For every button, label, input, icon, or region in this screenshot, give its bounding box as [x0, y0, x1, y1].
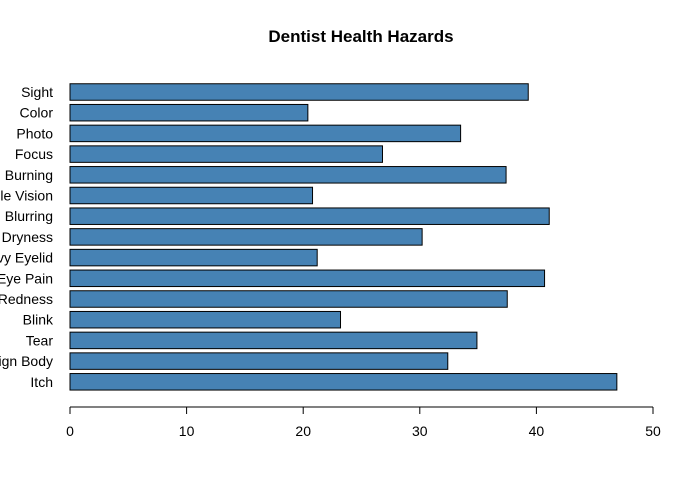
- bar-dryness: [69, 228, 423, 246]
- x-axis: 0 10 20 30 40 50: [66, 406, 661, 439]
- bar-foreign-body: [69, 352, 449, 370]
- bar-redness: [69, 290, 508, 308]
- bar-sight: [69, 83, 529, 101]
- category-label: Dryness: [2, 229, 53, 245]
- bar-burning: [69, 166, 507, 184]
- category-label: Color: [20, 105, 54, 121]
- bar-heavy-eyelid: [69, 248, 318, 267]
- category-label: Eye Pain: [0, 270, 53, 286]
- category-label: Itch: [30, 374, 53, 390]
- bar-itch: [69, 373, 618, 391]
- category-label: Burning: [5, 167, 53, 183]
- bar-eye-pain: [69, 269, 546, 288]
- bars-group: [69, 83, 618, 391]
- category-label: Sight: [21, 84, 53, 100]
- bar-blurring: [69, 207, 550, 225]
- bar-color: [69, 103, 309, 122]
- category-label: Blurring: [5, 208, 53, 224]
- category-label: ign Body: [0, 353, 53, 369]
- category-label: Photo: [16, 125, 53, 141]
- chart-title: Dentist Health Hazards: [268, 27, 453, 46]
- x-tick-label: 50: [645, 423, 661, 439]
- bar-blink: [69, 310, 342, 329]
- category-label: Redness: [0, 291, 53, 307]
- x-tick-label: 30: [412, 423, 428, 439]
- category-label: vy Eyelid: [0, 250, 53, 266]
- category-label: Tear: [26, 332, 54, 348]
- category-label: Blink: [23, 312, 54, 328]
- bar-double-vision: [69, 186, 314, 205]
- bar-focus: [69, 145, 383, 163]
- x-tick-label: 0: [66, 423, 74, 439]
- x-tick-label: 40: [529, 423, 545, 439]
- x-tick-label: 20: [295, 423, 311, 439]
- bar-photo: [69, 124, 462, 143]
- bar-tear: [69, 331, 478, 350]
- category-label: le Vision: [0, 188, 53, 204]
- category-label: Focus: [15, 146, 53, 162]
- x-tick-label: 10: [179, 423, 195, 439]
- category-labels-group: Sight Color Photo Focus Burning le Vision Blur…: [0, 84, 54, 390]
